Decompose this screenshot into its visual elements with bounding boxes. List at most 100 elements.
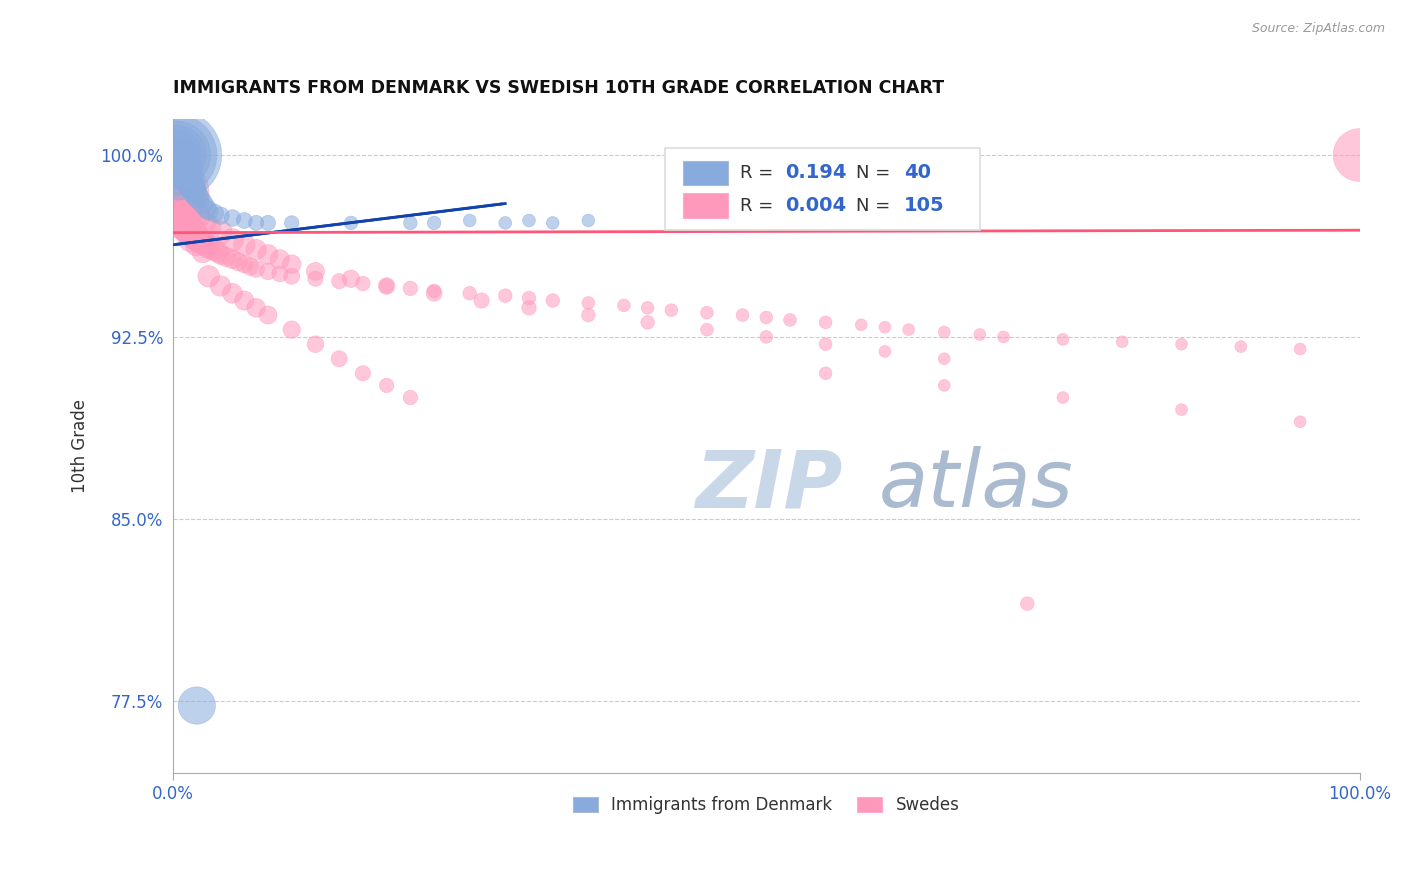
Point [340,271,363,285]
FancyBboxPatch shape [683,194,728,219]
Point [215,250,238,264]
Point [304,264,326,278]
Point [257,264,280,278]
Point [541,216,564,230]
Point [423,284,446,298]
Text: 0.004: 0.004 [786,196,846,215]
Point [228,254,250,268]
Point [696,306,718,320]
Point [340,216,363,230]
Point [1052,332,1074,346]
Point [245,301,267,315]
Point [423,216,446,230]
Point [170,211,193,225]
Point [851,318,873,332]
Y-axis label: 10th Grade: 10th Grade [72,399,89,493]
Point [204,206,226,220]
Point [188,233,211,247]
Point [399,281,422,295]
Point [180,233,202,247]
Point [191,245,214,260]
Point [245,262,267,277]
Point [191,196,214,211]
Point [1170,337,1192,351]
Point [375,378,398,392]
Point [239,260,262,274]
Point [174,160,197,174]
Point [696,323,718,337]
Point [169,155,191,169]
Point [197,269,219,284]
Point [576,308,599,322]
Text: ZIP: ZIP [695,446,842,524]
Point [221,233,243,247]
Point [814,366,837,380]
Point [934,351,956,366]
Point [517,301,540,315]
Point [814,337,837,351]
Text: R =: R = [740,164,779,182]
Point [779,313,801,327]
Point [177,172,200,186]
Point [1230,340,1253,354]
Point [181,179,204,194]
Point [399,216,422,230]
Point [399,391,422,405]
Point [181,226,204,240]
Legend: Immigrants from Denmark, Swedes: Immigrants from Denmark, Swedes [567,789,966,821]
Point [934,378,956,392]
FancyBboxPatch shape [665,148,980,230]
Point [873,344,896,359]
Point [494,216,516,230]
Point [245,216,267,230]
Point [209,247,232,261]
Point [1017,597,1039,611]
Point [166,196,188,211]
Point [233,213,256,227]
Point [352,366,374,380]
Point [352,277,374,291]
Point [191,235,214,250]
Point [172,158,194,172]
Text: 0.194: 0.194 [786,163,846,183]
Point [304,271,326,285]
Point [209,279,232,293]
Text: IMMIGRANTS FROM DENMARK VS SWEDISH 10TH GRADE CORRELATION CHART: IMMIGRANTS FROM DENMARK VS SWEDISH 10TH … [173,79,945,97]
Point [1052,391,1074,405]
Point [375,279,398,293]
Point [897,323,920,337]
Text: Source: ZipAtlas.com: Source: ZipAtlas.com [1251,22,1385,36]
Point [423,286,446,301]
Point [172,213,194,227]
Point [517,291,540,305]
Point [755,330,778,344]
Point [221,211,243,225]
Point [1111,334,1133,349]
Point [969,327,991,342]
Point [181,182,204,196]
Point [179,175,201,189]
Point [934,325,956,339]
Point [328,351,350,366]
Text: R =: R = [740,197,779,215]
Point [541,293,564,308]
Point [207,245,229,260]
Point [167,153,190,167]
Point [197,220,219,235]
Point [731,308,754,322]
Point [188,192,211,206]
Point [195,237,218,252]
Text: 40: 40 [904,163,931,183]
Point [245,243,267,257]
Point [576,296,599,310]
Point [174,165,197,179]
Point [166,148,188,162]
Point [221,252,243,267]
Point [186,209,208,223]
Text: N =: N = [856,197,897,215]
Point [280,216,302,230]
Point [1348,148,1371,162]
Point [186,230,208,244]
Point [221,286,243,301]
Point [186,698,208,713]
